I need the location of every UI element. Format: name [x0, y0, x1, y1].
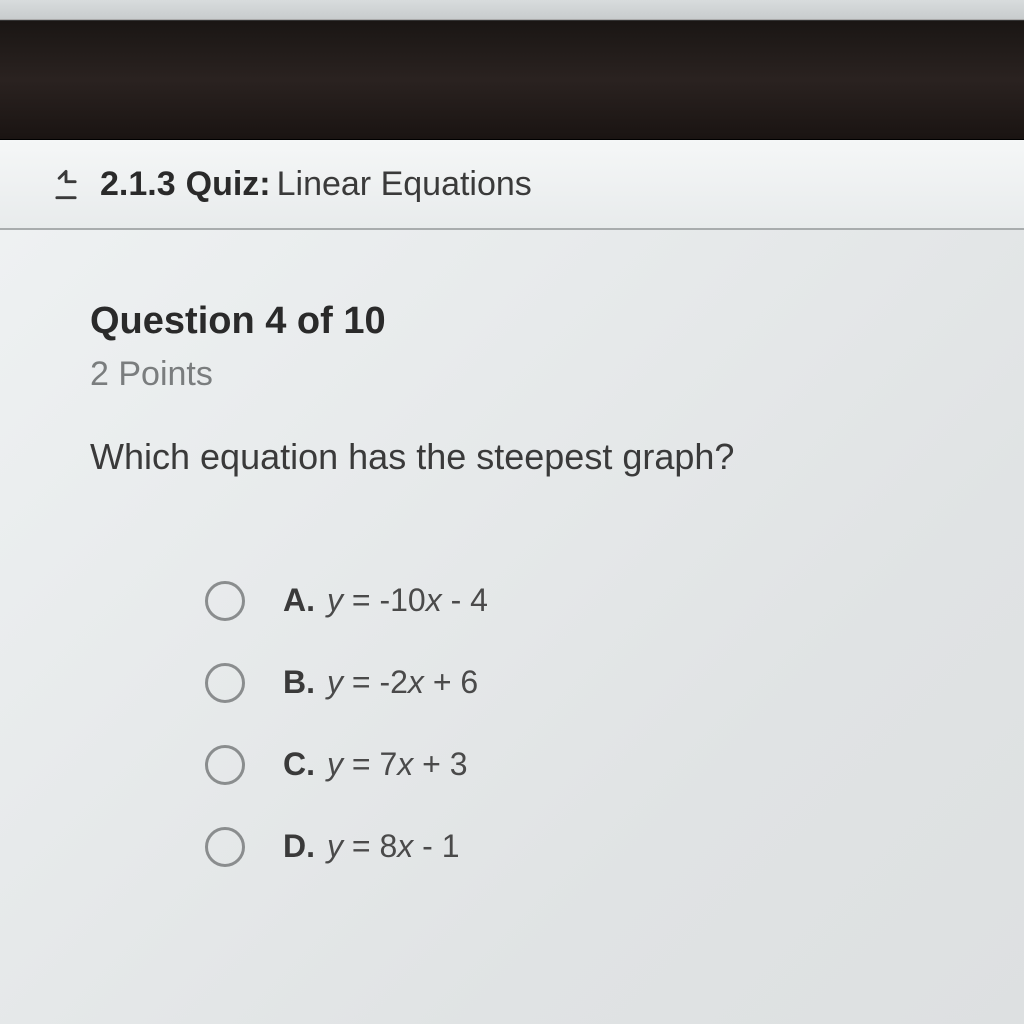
option-equation: y = -10x - 4: [327, 582, 488, 619]
question-number: Question 4 of 10: [90, 300, 934, 343]
options-list: A. y = -10x - 4 B. y = -2x + 6 C. y = 7x…: [90, 581, 934, 867]
browser-tab-strip: [0, 0, 1024, 20]
option-d[interactable]: D. y = 8x - 1: [205, 827, 934, 867]
radio-icon: [205, 827, 245, 867]
option-b[interactable]: B. y = -2x + 6: [205, 663, 934, 703]
quiz-title: Linear Equations: [277, 165, 532, 204]
radio-icon: [205, 745, 245, 785]
radio-icon: [205, 581, 245, 621]
option-c[interactable]: C. y = 7x + 3: [205, 745, 934, 785]
option-letter: C.: [283, 746, 315, 783]
option-equation: y = 7x + 3: [327, 746, 468, 783]
radio-icon: [205, 663, 245, 703]
question-points: 2 Points: [90, 355, 934, 394]
quiz-number: 2.1.3: [100, 165, 176, 204]
back-button[interactable]: [50, 168, 82, 200]
option-equation: y = 8x - 1: [327, 828, 460, 865]
back-arrow-icon: [52, 168, 80, 200]
question-content: Question 4 of 10 2 Points Which equation…: [0, 230, 1024, 1024]
quiz-header: 2.1.3 Quiz: Linear Equations: [0, 140, 1024, 230]
option-letter: D.: [283, 828, 315, 865]
question-text: Which equation has the steepest graph?: [90, 434, 934, 481]
option-a[interactable]: A. y = -10x - 4: [205, 581, 934, 621]
quiz-label: Quiz:: [186, 165, 271, 204]
app-header-bar: [0, 20, 1024, 140]
option-letter: A.: [283, 582, 315, 619]
option-equation: y = -2x + 6: [327, 664, 478, 701]
option-letter: B.: [283, 664, 315, 701]
